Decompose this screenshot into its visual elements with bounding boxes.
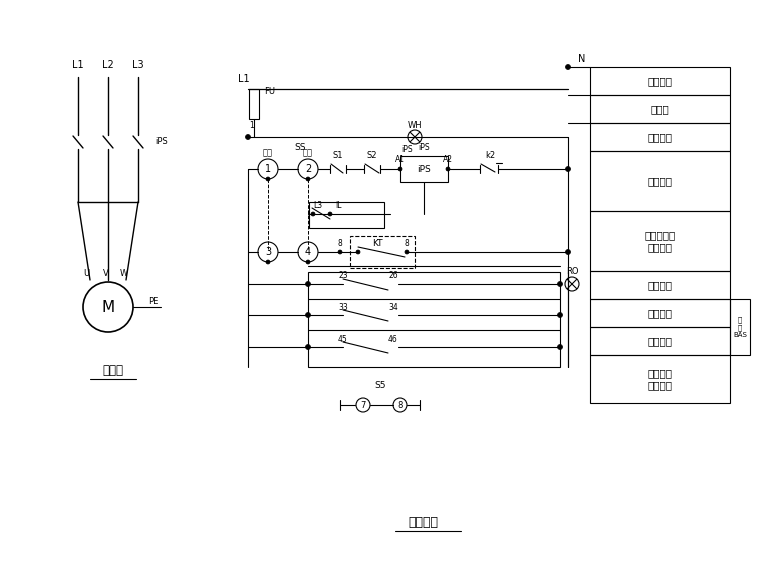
Circle shape: [328, 212, 332, 216]
Text: 转换开关
位置信号: 转换开关 位置信号: [648, 368, 673, 390]
Text: 变
回
BAS: 变 回 BAS: [733, 316, 747, 338]
Circle shape: [266, 177, 270, 181]
Text: V: V: [103, 269, 109, 279]
Text: 主回路: 主回路: [103, 364, 123, 377]
Circle shape: [356, 250, 360, 254]
Text: k2: k2: [485, 152, 495, 160]
Text: 发电机启动
信号控制: 发电机启动 信号控制: [644, 230, 676, 252]
Text: A1: A1: [395, 155, 405, 163]
Text: PE: PE: [147, 297, 158, 305]
Circle shape: [565, 65, 571, 69]
Circle shape: [306, 313, 311, 317]
Circle shape: [306, 177, 310, 181]
Text: IL: IL: [334, 201, 341, 211]
Text: iPS: iPS: [418, 144, 430, 152]
Bar: [590, 299, 730, 327]
Bar: [309, 202, 384, 228]
Text: 34: 34: [388, 302, 398, 312]
Text: 33: 33: [338, 302, 348, 312]
Bar: [590, 67, 730, 95]
Text: M: M: [101, 299, 115, 314]
Text: iPS: iPS: [156, 137, 169, 147]
Text: 自动: 自动: [303, 148, 313, 158]
Circle shape: [446, 167, 450, 171]
Circle shape: [306, 282, 311, 287]
Text: 电源指示: 电源指示: [648, 132, 673, 142]
Text: 46: 46: [388, 335, 398, 343]
Text: S1: S1: [333, 152, 344, 160]
Circle shape: [266, 260, 270, 264]
Text: 7: 7: [360, 400, 366, 410]
Text: FU: FU: [264, 87, 275, 96]
Bar: [308, 272, 560, 367]
Text: L1: L1: [72, 60, 84, 70]
Circle shape: [338, 250, 342, 254]
Text: U: U: [83, 269, 89, 279]
Circle shape: [398, 167, 402, 171]
Circle shape: [311, 212, 315, 216]
Text: 8: 8: [337, 239, 342, 249]
Text: 手动控制: 手动控制: [648, 176, 673, 186]
Text: 手动: 手动: [263, 148, 273, 158]
Bar: [350, 236, 415, 268]
Circle shape: [306, 344, 311, 350]
Bar: [590, 355, 730, 403]
Text: iPS: iPS: [417, 164, 431, 174]
Text: 熔断器: 熔断器: [651, 104, 670, 114]
Text: 8: 8: [404, 239, 410, 249]
Text: SS: SS: [294, 143, 306, 152]
Bar: [730, 299, 750, 355]
Text: 4: 4: [305, 247, 311, 257]
Text: S5: S5: [374, 380, 386, 389]
Text: 1: 1: [249, 121, 255, 129]
Text: 26: 26: [388, 272, 397, 280]
Text: 控制电源: 控制电源: [648, 76, 673, 86]
Text: RO: RO: [565, 268, 578, 276]
Text: 1: 1: [265, 164, 271, 174]
Text: 45: 45: [338, 335, 348, 343]
Text: 控制原理: 控制原理: [408, 515, 438, 529]
Text: L3: L3: [313, 201, 322, 211]
Bar: [590, 151, 730, 211]
Text: L3: L3: [132, 60, 144, 70]
Bar: [590, 123, 730, 151]
Text: KT: KT: [372, 238, 383, 248]
Text: 2: 2: [305, 164, 311, 174]
Circle shape: [565, 249, 571, 254]
Circle shape: [306, 260, 310, 264]
Bar: [590, 211, 730, 271]
Bar: [400, 156, 448, 182]
Circle shape: [558, 313, 562, 317]
Circle shape: [405, 250, 409, 254]
Text: iPS: iPS: [401, 145, 413, 155]
Text: 运行指示: 运行指示: [648, 280, 673, 290]
Text: WH: WH: [407, 122, 423, 130]
Bar: [590, 271, 730, 299]
Text: L1: L1: [238, 74, 250, 84]
Bar: [590, 327, 730, 355]
Text: L2: L2: [102, 60, 114, 70]
Text: 23: 23: [338, 272, 348, 280]
Text: N: N: [578, 54, 586, 64]
Circle shape: [558, 282, 562, 287]
Text: 8: 8: [397, 400, 403, 410]
Bar: [249, 89, 259, 119]
Text: 运行信号: 运行信号: [648, 308, 673, 318]
Text: A2: A2: [443, 155, 453, 163]
Text: 3: 3: [265, 247, 271, 257]
Text: W: W: [120, 269, 128, 279]
Text: 故障信号: 故障信号: [648, 336, 673, 346]
Circle shape: [245, 134, 251, 140]
Bar: [590, 95, 730, 123]
Circle shape: [558, 344, 562, 350]
Text: S2: S2: [367, 152, 377, 160]
Circle shape: [565, 167, 571, 171]
